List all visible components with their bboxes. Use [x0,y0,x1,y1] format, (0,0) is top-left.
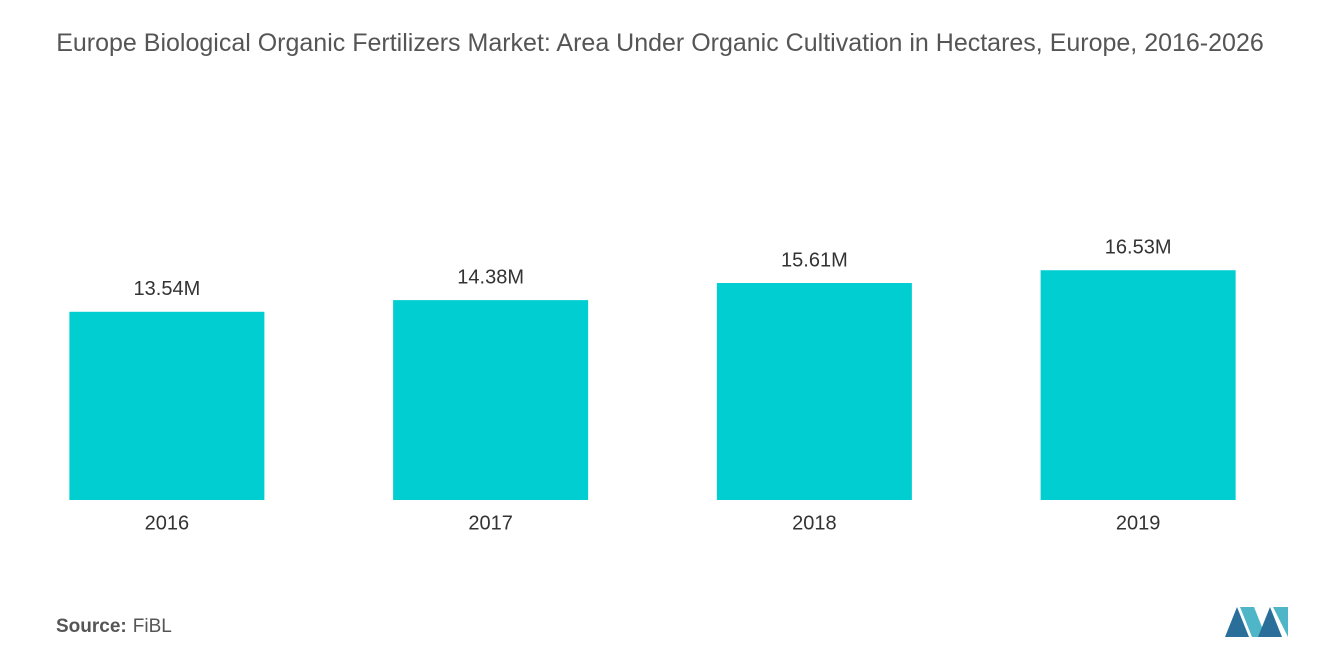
bar [69,311,265,500]
x-tick-label: 2016 [145,512,190,534]
source: Source: FiBL [56,616,172,638]
logo [1225,607,1288,637]
source-label: Source: [56,616,127,637]
value-label: 15.61M [781,249,848,271]
x-tick-label: 2019 [1116,512,1161,534]
value-label: 14.38M [457,266,524,288]
chart-title: Europe Biological Organic Fertilizers Ma… [56,29,1264,57]
source-text: FiBL [132,616,172,637]
bar [716,283,912,500]
value-label: 13.54M [134,278,201,300]
bar [1040,270,1236,500]
value-label: 16.53M [1105,237,1172,259]
x-tick-label: 2017 [468,512,513,534]
x-tick-label: 2018 [792,512,837,534]
bar [393,300,589,500]
